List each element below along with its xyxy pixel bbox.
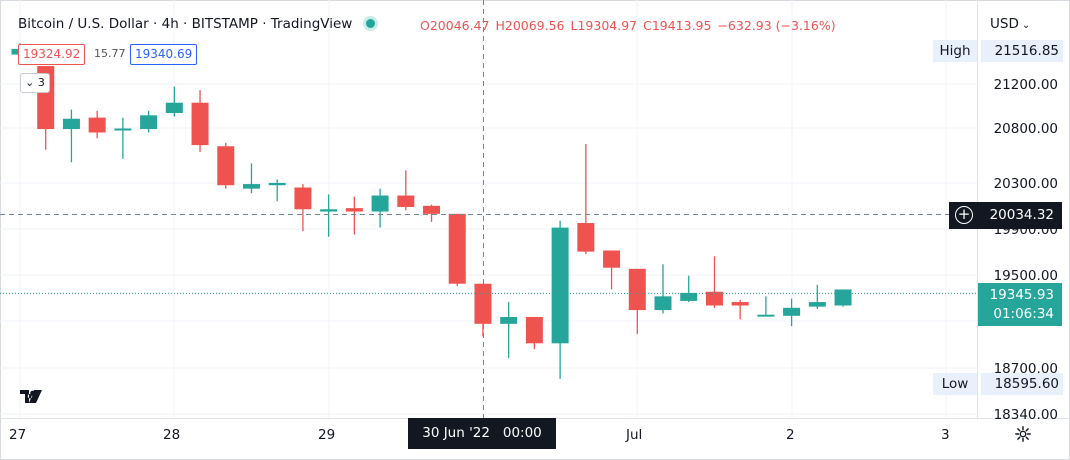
buy-price-button[interactable]: 19340.69 (130, 44, 198, 65)
candle-body (140, 115, 158, 130)
candle-body (345, 208, 363, 212)
candle-body (191, 102, 209, 146)
bar-countdown: 01:06:34 (993, 306, 1054, 322)
low-value: 18595.60 (981, 373, 1063, 395)
candle-body (88, 117, 106, 133)
time-tick: 27 (9, 427, 27, 443)
candle-body (114, 128, 132, 131)
candle-body (551, 227, 569, 344)
candle-body (62, 118, 80, 130)
low-label: Low (933, 373, 977, 395)
candle-body (500, 316, 518, 324)
candle-body (217, 146, 235, 186)
ohlc-values: O20046.47 H20069.56 L19304.97 C19413.95 … (420, 18, 838, 33)
currency-selector[interactable]: USD ⌄ (990, 16, 1030, 32)
candle-body (165, 102, 183, 114)
price-tick: 20300.00 (993, 176, 1058, 192)
spread-value: 15.77 (94, 47, 126, 60)
candle-body (474, 283, 492, 324)
symbol-title: Bitcoin / U.S. Dollar · 4h · BITSTAMP · … (18, 16, 389, 32)
ohlc-close: C19413.95 (643, 18, 712, 33)
candle-body (423, 205, 441, 214)
candle-body (371, 195, 389, 212)
candle-body (731, 302, 749, 306)
time-tick: 3 (941, 427, 950, 443)
currency-label: USD (990, 16, 1019, 32)
high-label: High (933, 40, 977, 62)
sell-price-button[interactable]: 19324.92 (18, 44, 86, 65)
candle-body (397, 195, 415, 207)
high-value: 21516.85 (981, 40, 1063, 62)
crosshair-price-label: + 20034.32 (949, 202, 1062, 229)
settings-gear-icon[interactable] (1014, 425, 1032, 443)
crosshair-time-label: 30 Jun '22 00:00 (408, 418, 556, 449)
last-price-label: 19345.93 01:06:34 (978, 283, 1062, 326)
symbol-title-text: Bitcoin / U.S. Dollar · 4h · BITSTAMP · … (18, 16, 353, 32)
candle-body (268, 182, 286, 186)
ohlc-open: O20046.47 (420, 18, 490, 33)
time-tick: 2 (786, 427, 795, 443)
indicators-collapse-button[interactable]: ⌄ 3 (20, 73, 50, 93)
indicator-count: 3 (37, 76, 45, 89)
time-tick: 28 (163, 427, 181, 443)
tradingview-logo-icon[interactable] (18, 385, 48, 407)
candle-body (834, 289, 852, 306)
last-price-value: 19345.93 (989, 287, 1054, 303)
chevron-down-icon: ⌄ (25, 76, 35, 89)
ohlc-low: L19304.97 (570, 18, 638, 33)
candle-body (783, 307, 801, 316)
candle-body (628, 268, 646, 311)
candle-body (680, 292, 698, 301)
time-tick: 29 (318, 427, 336, 443)
candle-body (242, 184, 260, 189)
candle-body (320, 209, 338, 212)
candle-body (448, 213, 466, 284)
chevron-down-icon: ⌄ (1021, 20, 1031, 31)
candle-body (808, 302, 826, 307)
ohlc-high: H20069.56 (495, 18, 565, 33)
candle-body (603, 250, 621, 268)
add-alert-icon[interactable]: + (955, 206, 973, 224)
price-tick: 21200.00 (993, 77, 1058, 93)
time-tick: Jul (626, 427, 643, 443)
crosshair-price-value: 20034.32 (989, 207, 1054, 223)
price-tick: 18340.00 (993, 407, 1058, 423)
price-tick: 19500.00 (993, 268, 1058, 284)
candle-body (757, 314, 775, 317)
candle-body (705, 291, 723, 306)
candle-body (294, 187, 312, 210)
price-tick: 20800.00 (993, 121, 1058, 137)
candle-body (525, 316, 543, 344)
candle-body (577, 223, 595, 252)
market-status-icon (366, 19, 376, 28)
candle-body (654, 296, 672, 311)
ohlc-change: −632.93 (−3.16%) (717, 18, 836, 33)
